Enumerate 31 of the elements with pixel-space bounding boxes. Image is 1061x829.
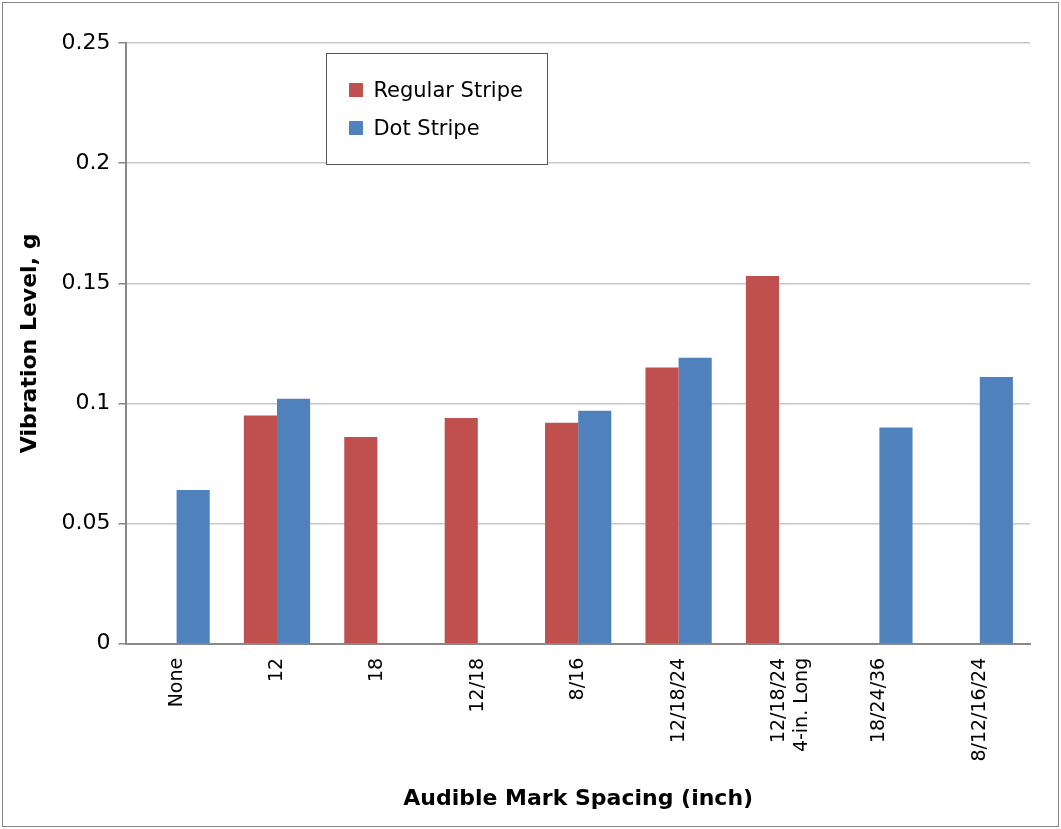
- x-tick-label: 12/18: [464, 657, 487, 713]
- y-tick-label: 0.15: [61, 269, 111, 295]
- bar: [979, 377, 1013, 644]
- bar: [678, 357, 712, 644]
- y-tick-label: 0.1: [75, 389, 111, 415]
- bar: [243, 415, 277, 644]
- y-axis-title: Vibration Level, g: [15, 233, 41, 454]
- x-tick-label: 18: [364, 657, 387, 682]
- x-axis-title: Audible Mark Spacing (inch): [403, 784, 754, 810]
- x-tick-label: 12/18/24 4-in. Long: [765, 657, 811, 753]
- x-tick-label: 8/12/16/24: [966, 657, 989, 762]
- bar: [578, 410, 612, 644]
- bar: [645, 367, 679, 644]
- bar: [276, 398, 311, 644]
- x-tick-label: 18/24/36: [866, 657, 889, 744]
- bar: [745, 276, 779, 644]
- x-tick-label: None: [163, 657, 186, 708]
- x-tick-label: 12/18/24: [665, 657, 688, 744]
- bar: [344, 437, 378, 644]
- bar: [176, 489, 210, 644]
- y-tick-label: 0.05: [61, 509, 111, 535]
- y-tick-label: 0.2: [75, 148, 111, 174]
- y-tick-label: 0.25: [61, 28, 111, 54]
- legend-label: Regular Stripe: [373, 78, 523, 102]
- x-tick-label: 8/16: [565, 657, 588, 701]
- legend-label: Dot Stripe: [373, 116, 480, 140]
- bar: [545, 422, 579, 644]
- y-tick-label: 0: [96, 629, 111, 655]
- bar: [879, 427, 913, 644]
- bar: [444, 417, 478, 644]
- x-tick-label: 12: [263, 657, 286, 682]
